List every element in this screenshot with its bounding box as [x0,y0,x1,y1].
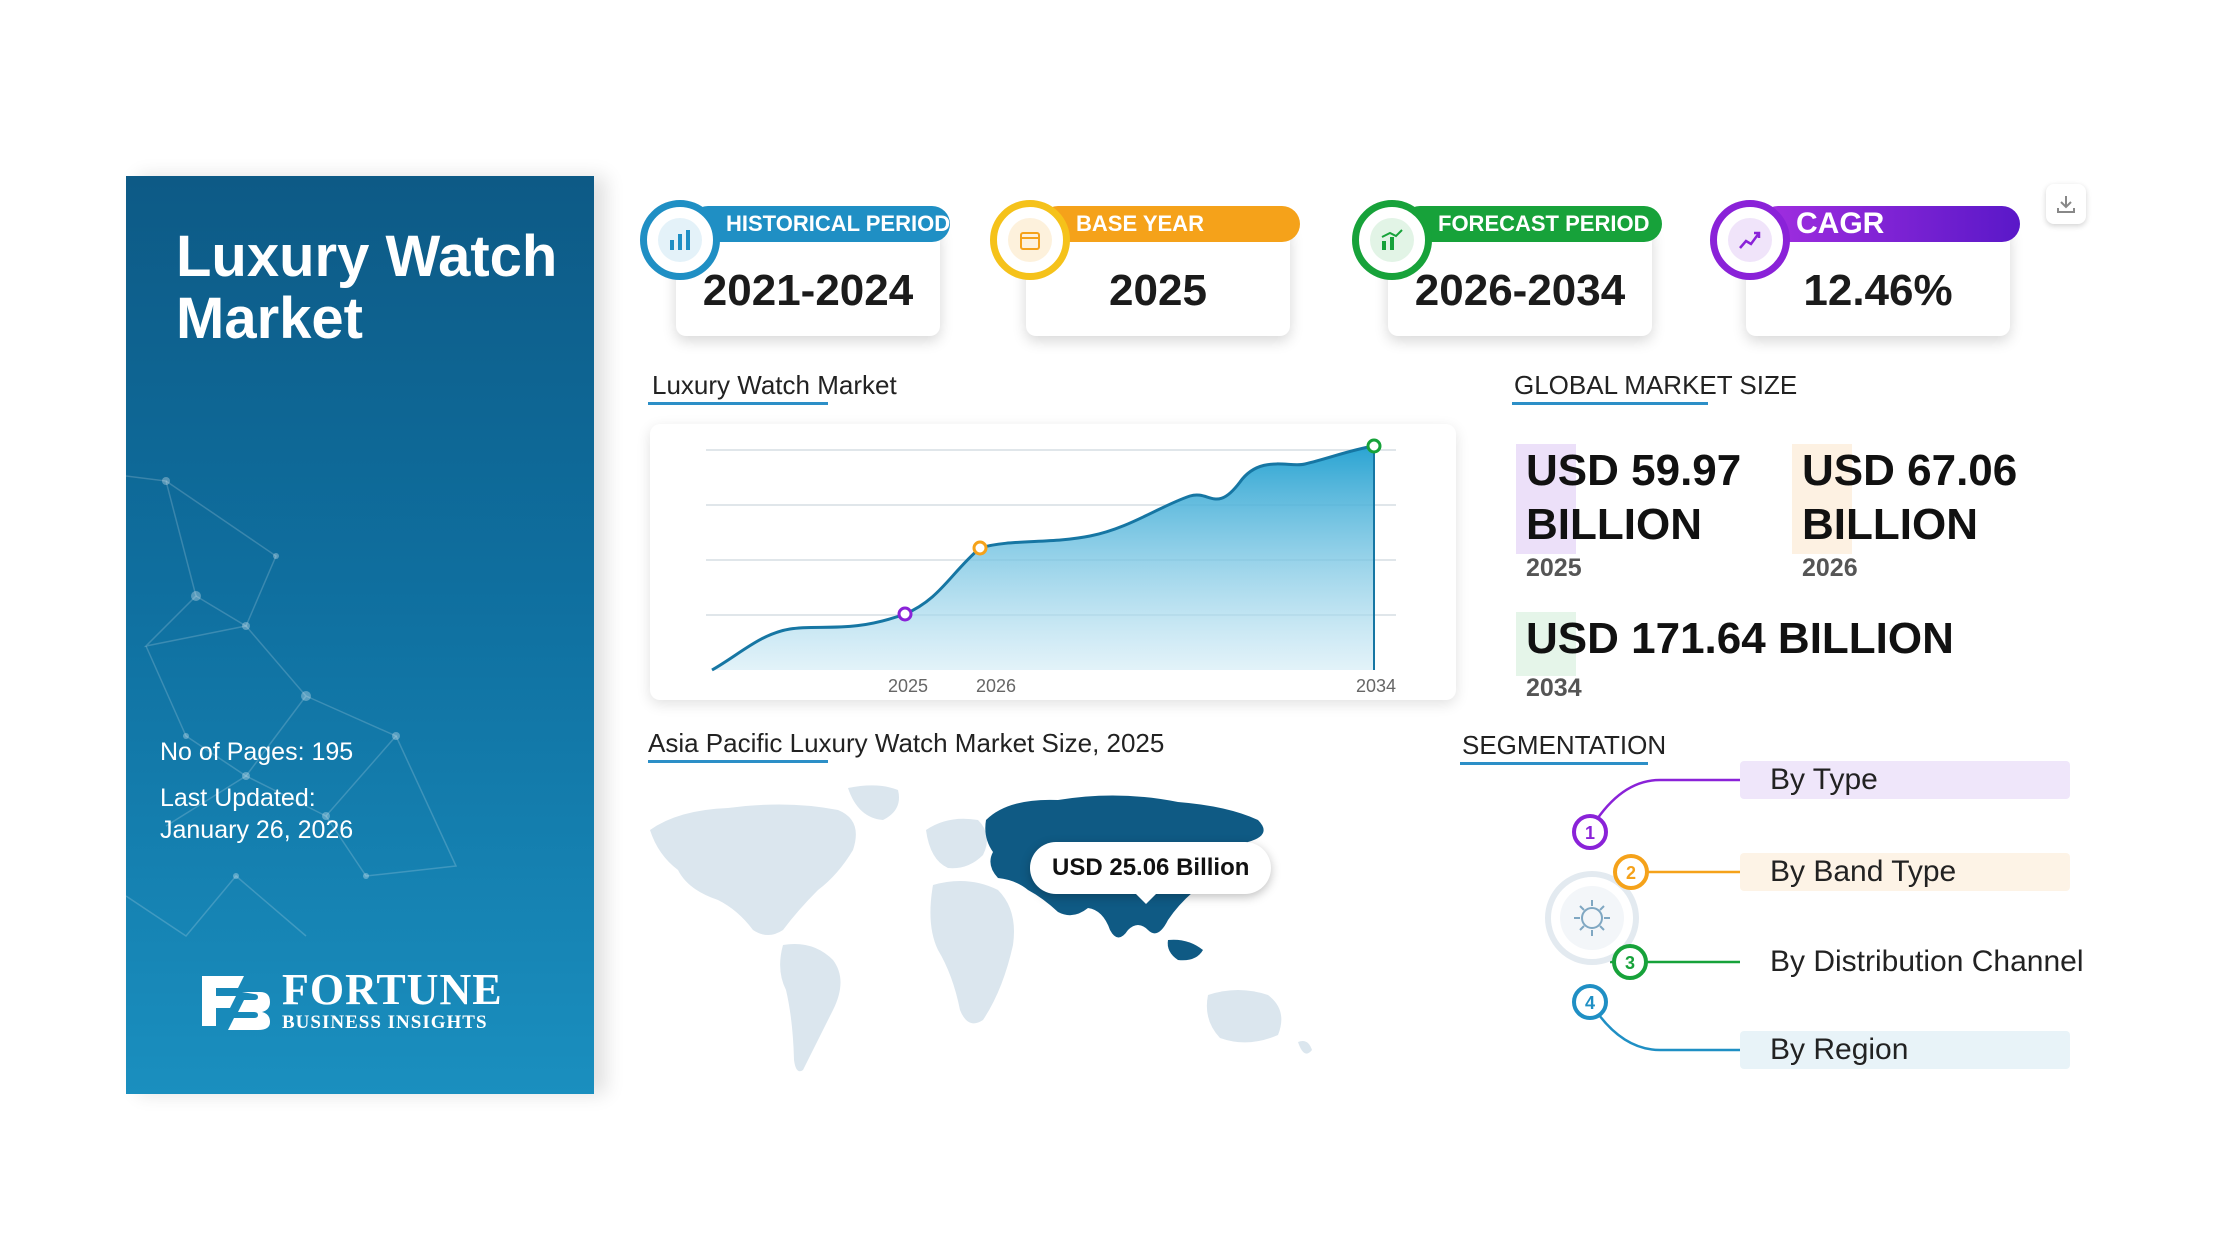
download-button[interactable] [2046,184,2086,224]
global-market-title: GLOBAL MARKET SIZE [1514,370,1798,400]
chart-series-line [711,444,1375,672]
market-size-value-line2: BILLION [1526,500,1702,549]
stat-label: FORECAST PERIOD [1402,206,1662,242]
report-title-line2: Market [176,286,363,351]
area-chart: 2025 2026 2034 [706,438,1396,696]
map-section-title: Asia Pacific Luxury Watch Market Size, 2… [648,728,1165,758]
stat-label: HISTORICAL PERIOD [690,206,950,242]
stat-value: 2021-2024 [702,266,914,315]
fortune-logo: FORTUNE BUSINESS INSIGHTS [198,968,503,1034]
segmentation-diagram: 1 2 3 4 [1545,778,1740,1052]
market-size-2034: USD 171.64 BILLION 2034 [1516,612,1954,703]
stat-value: 2026-2034 [1414,266,1626,315]
chart-point-2034 [1366,438,1382,454]
segmentation-title: SEGMENTATION [1462,730,1667,760]
market-size-year: 2025 [1526,554,1582,582]
stat-card-forecast-period: FORECAST PERIOD 2026-2034 [1352,200,1662,336]
last-updated-label: Last Updated: [160,784,316,812]
stat-value: 2025 [1109,266,1207,315]
svg-text:4: 4 [1585,993,1595,1013]
segment-by-type[interactable]: By Type [1740,761,2070,799]
market-size-value-line2: BILLION [1802,500,1978,549]
stat-card-base-year: BASE YEAR 2025 [990,200,1300,336]
stat-card-cagr: CAGR 12.46% [1710,200,2020,336]
segmentation-hub-icon [1574,900,1610,936]
market-size-value-line1: USD 67.06 [1802,446,2018,495]
brand-name: FORTUNE [282,965,503,1014]
report-info: No of Pages: 195 Last Updated: January 2… [160,736,353,846]
last-updated-date: January 26, 2026 [160,816,354,844]
svg-text:3: 3 [1625,953,1635,973]
segment-by-band-type[interactable]: By Band Type [1740,853,2070,891]
world-map-base [650,785,1312,1072]
brand-subtitle: BUSINESS INSIGHTS [282,1012,488,1033]
segment-node-3: 3 [1612,944,1648,980]
market-size-2026: USD 67.06 BILLION 2026 [1792,444,2018,583]
stat-label: BASE YEAR [1040,206,1300,242]
chart-section-title: Luxury Watch Market [652,370,897,400]
stat-card-historical-period: HISTORICAL PERIOD 2021-2024 [640,200,950,336]
segment-node-1: 1 [1572,814,1608,850]
growth-chart-icon [1728,218,1772,262]
world-map [650,785,1312,1072]
chart-tick-label-2026: 2026 [976,676,1016,696]
stat-label: CAGR [1760,206,2020,242]
forecast-chart-icon [1370,218,1414,262]
report-cover-panel: Luxury Watch Market No of Pages: 195 Las… [126,176,594,1094]
market-size-year: 2034 [1526,674,1582,702]
svg-text:2: 2 [1626,863,1636,883]
network-pattern-decoration [126,475,458,937]
segment-node-2: 2 [1613,854,1649,890]
chart-tick-label-2034: 2034 [1356,676,1396,696]
download-icon [2057,196,2075,213]
chart-tick-label-2025: 2025 [888,676,928,696]
chart-point-2025 [897,606,913,622]
fortune-logo-icon [202,976,270,1030]
market-size-2025: USD 59.97 BILLION 2025 [1516,444,1742,583]
svg-text:1: 1 [1585,823,1595,843]
chart-point-2026 [972,540,988,556]
segment-by-region[interactable]: By Region [1740,1031,2070,1069]
market-size-value-line1: USD 59.97 [1526,446,1742,495]
chart-area-fill [712,446,1374,670]
market-trend-chart: 2025 2026 2034 [650,424,1456,700]
market-size-year: 2026 [1802,554,1858,582]
calendar-icon [1008,218,1052,262]
map-value-callout: USD 25.06 Billion [1030,842,1272,894]
page-count: No of Pages: 195 [160,738,354,766]
segment-node-4: 4 [1572,984,1608,1020]
report-title-line1: Luxury Watch [176,224,558,289]
stat-value: 12.46% [1803,266,1953,315]
market-size-value-line1: USD 171.64 BILLION [1526,614,1954,663]
segment-by-distribution-channel[interactable]: By Distribution Channel [1740,943,2100,981]
report-title: Luxury Watch Market [176,226,576,350]
bar-chart-icon [658,218,702,262]
